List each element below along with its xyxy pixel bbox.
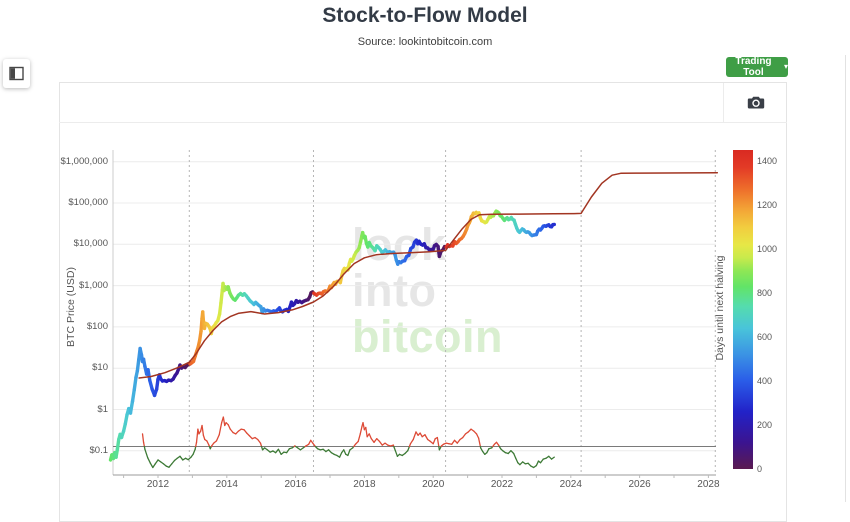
page-title: Stock-to-Flow Model (0, 4, 850, 28)
days-until-halving-colorbar (733, 150, 753, 469)
toolbar-divider (59, 122, 787, 123)
page-subtitle: Source: lookintobitcoin.com (0, 36, 850, 48)
colorbar-title: Days until next halving (714, 208, 728, 408)
trading-tool-label: Trading Tool (726, 56, 781, 78)
sidebar-toggle-button[interactable] (3, 59, 30, 88)
page-right-divider (845, 55, 846, 502)
plot-area[interactable] (113, 150, 716, 475)
camera-toolbar-cell (723, 83, 788, 122)
download-snapshot-button[interactable] (745, 93, 767, 112)
camera-icon (747, 95, 765, 110)
trading-tool-dropdown-button[interactable]: Trading Tool ▾ (726, 57, 788, 77)
y-axis-title: BTC Price (USD) (65, 207, 79, 407)
sidebar-panel-icon (9, 66, 24, 81)
chevron-down-icon: ▾ (784, 63, 788, 71)
